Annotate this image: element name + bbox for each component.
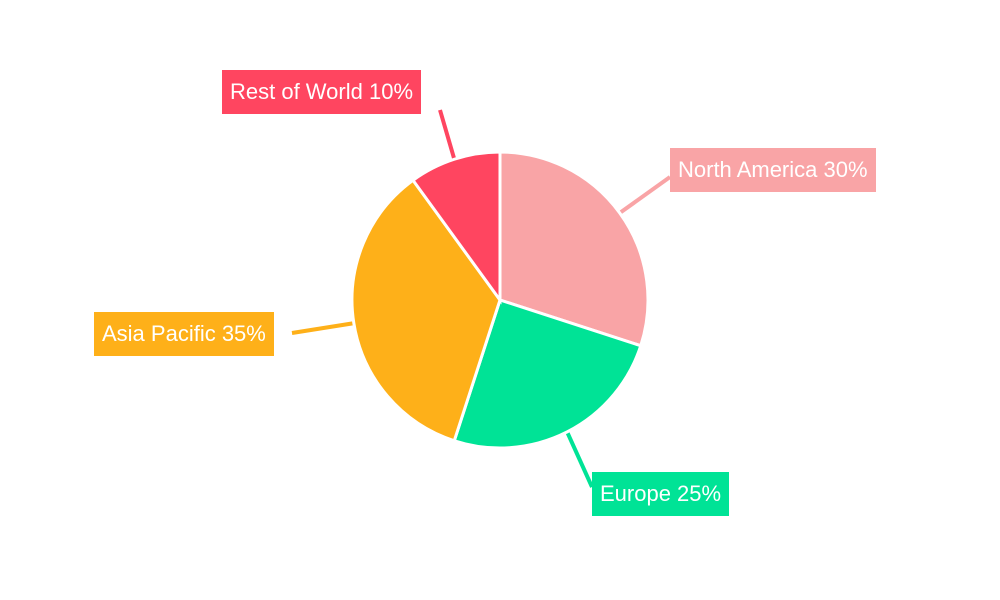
leader-line [438,109,457,162]
pie-slice-asia-pacific[interactable] [350,178,502,443]
leader-line [291,320,357,335]
leader-line [616,175,672,216]
data-label: Asia Pacific 35% [94,312,274,356]
pie-slice-rest-of-world[interactable] [410,150,502,305]
pie-slice-europe[interactable] [452,298,643,450]
data-label: North America 30% [670,148,876,192]
data-label: Europe 25% [592,472,730,516]
data-label: Rest of World 10% [222,70,422,114]
pie-slice-north-america[interactable] [498,150,650,348]
leader-line [564,429,594,488]
